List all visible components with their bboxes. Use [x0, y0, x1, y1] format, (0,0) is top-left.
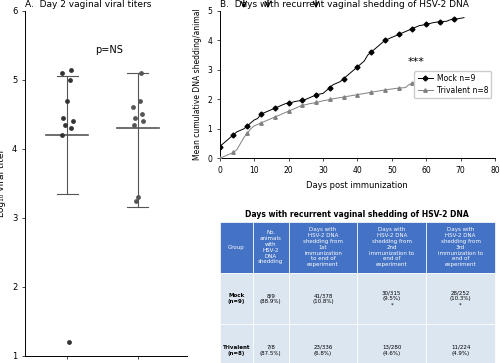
Point: [130, 122, 138, 127]
Point: [132, 197, 140, 203]
Trivalent n=8: [354, 93, 360, 97]
Legend: Mock n=9, Trivalent n=8: Mock n=9, Trivalent n=8: [414, 71, 491, 98]
Mock n=9: [382, 38, 388, 42]
Trivalent n=8: [461, 74, 467, 78]
Point: [67, 125, 75, 131]
Point: [58, 132, 66, 138]
Point: [131, 115, 139, 121]
Trivalent n=8: [251, 124, 257, 128]
Point: [138, 118, 146, 124]
Point: [58, 70, 66, 76]
Point: [136, 98, 144, 103]
Trivalent n=8: [382, 88, 388, 92]
X-axis label: Days post immunization: Days post immunization: [306, 180, 408, 189]
Point: [61, 122, 69, 127]
Mock n=9: [300, 98, 306, 102]
Point: [64, 339, 72, 345]
Mock n=9: [275, 105, 281, 109]
Trivalent n=8: [372, 90, 378, 94]
Line: Trivalent n=8: Trivalent n=8: [218, 74, 466, 160]
Text: Days with recurrent vaginal shedding of HSV-2 DNA: Days with recurrent vaginal shedding of …: [246, 210, 469, 219]
Mock n=9: [216, 144, 222, 149]
Point: [128, 105, 136, 110]
Text: A.  Day 2 vaginal viral titers: A. Day 2 vaginal viral titers: [25, 0, 152, 9]
Text: ***: ***: [408, 57, 424, 67]
Point: [59, 115, 67, 121]
Point: [138, 111, 146, 117]
Mock n=9: [354, 65, 360, 69]
Line: Mock n=9: Mock n=9: [218, 16, 466, 148]
Point: [137, 70, 145, 76]
Mock n=9: [251, 118, 257, 122]
Y-axis label: Mean cumulative DNA shedding/animal: Mean cumulative DNA shedding/animal: [192, 9, 202, 160]
Trivalent n=8: [275, 113, 281, 118]
Point: [63, 98, 71, 103]
Point: [69, 118, 77, 124]
Text: B.  Days with recurrent vaginal shedding of HSV-2 DNA: B. Days with recurrent vaginal shedding …: [220, 0, 468, 9]
Text: p=NS: p=NS: [96, 45, 124, 56]
Point: [68, 66, 76, 72]
Y-axis label: Log₁₀ viral titer: Log₁₀ viral titer: [0, 149, 6, 217]
Mock n=9: [372, 47, 378, 52]
Mock n=9: [461, 16, 467, 20]
Point: [134, 194, 141, 200]
Trivalent n=8: [216, 156, 222, 160]
Trivalent n=8: [300, 103, 306, 107]
Point: [66, 77, 74, 83]
